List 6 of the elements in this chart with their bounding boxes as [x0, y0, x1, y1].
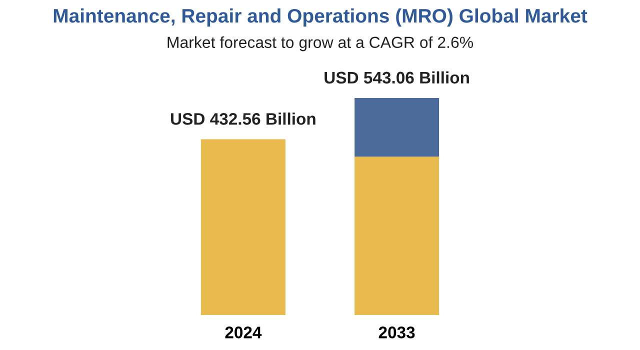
chart-subtitle: Market forecast to grow at a CAGR of 2.6%: [168, 36, 474, 52]
total-label: USD 432.56 Billion: [171, 112, 316, 125]
chart-title: Maintenance, Repair and Operations (MRO) Global Market: [54, 8, 588, 27]
total-label: USD 543.06 Billion: [324, 71, 469, 84]
x-tick-label: 2033: [378, 326, 415, 338]
x-tick-label: 2024: [225, 326, 262, 338]
